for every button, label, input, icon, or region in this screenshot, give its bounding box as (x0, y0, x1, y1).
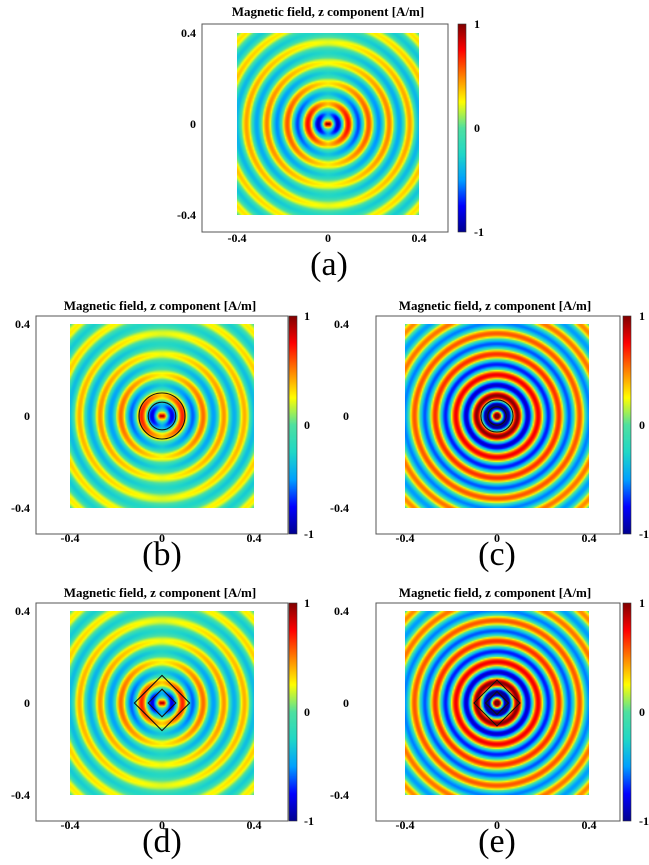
y-tick-label: 0.4 (334, 317, 349, 331)
colorbar-tick-label: 0 (304, 418, 310, 432)
field-panel-a: Magnetic field, z component [A/m] -0.4 0 0.… (0, 0, 649, 290)
x-tick-label: 0 (159, 818, 165, 832)
caption-a: (a) (310, 246, 348, 283)
colorbar-tick-label: 0 (639, 705, 645, 719)
y-tick-label: 0 (190, 117, 196, 131)
scatterer-diamond-1 (484, 690, 510, 716)
field-panel-b: Magnetic field, z component [A/m] -0.4 0 0.… (0, 298, 320, 578)
colorbar-frame (622, 602, 632, 822)
field-panel-d: Magnetic field, z component [A/m] -0.4 0 0.… (0, 585, 320, 865)
field-panel-e: Magnetic field, z component [A/m] -0.4 0 0.… (325, 585, 649, 865)
colorbar-tick-label: 1 (639, 596, 645, 610)
x-tick-label: -0.4 (396, 531, 415, 545)
field-heatmap (405, 611, 589, 795)
colorbar-frame (288, 315, 298, 535)
scatterer-diamond-2 (133, 674, 191, 732)
colorbar-tick-label: -1 (304, 814, 314, 828)
x-tick-label: 0.4 (582, 531, 597, 545)
colorbar (623, 603, 631, 821)
y-tick-label: 0.4 (15, 317, 30, 331)
y-tick-label: 0.4 (15, 604, 30, 618)
x-tick-label: -0.4 (228, 231, 247, 245)
x-tick-label: 0 (494, 531, 500, 545)
y-tick-label: 0.4 (181, 26, 196, 40)
chart-title: Magnetic field, z component [A/m] (232, 4, 424, 19)
chart-title: Magnetic field, z component [A/m] (64, 298, 256, 313)
y-tick-label: -0.4 (11, 501, 30, 515)
y-tick-label: 0 (343, 696, 349, 710)
colorbar (623, 316, 631, 534)
colorbar (289, 316, 297, 534)
x-tick-label: 0 (494, 818, 500, 832)
x-tick-label: 0.4 (247, 818, 262, 832)
y-tick-label: 0 (343, 409, 349, 423)
field-plot-b: Magnetic field, z component [A/m] -0.4 0 0.… (11, 298, 314, 545)
colorbar-tick-label: 1 (639, 309, 645, 323)
field-heatmap (237, 33, 419, 215)
caption-b: (b) (142, 536, 182, 573)
chart-title: Magnetic field, z component [A/m] (399, 298, 591, 313)
colorbar-frame (288, 602, 298, 822)
colorbar-tick-label: 1 (304, 309, 310, 323)
colorbar-tick-label: -1 (639, 527, 649, 541)
colorbar (458, 24, 466, 232)
x-tick-label: -0.4 (61, 531, 80, 545)
field-panel-c: Magnetic field, z component [A/m] -0.4 0 0.… (325, 298, 649, 578)
y-tick-label: -0.4 (177, 208, 196, 222)
scatterer-circle-2 (480, 399, 514, 433)
colorbar (289, 603, 297, 821)
colorbar-frame (457, 23, 467, 233)
chart-title: Magnetic field, z component [A/m] (399, 585, 591, 600)
colorbar-tick-label: -1 (639, 814, 649, 828)
colorbar-tick-label: 0 (474, 121, 480, 135)
field-heatmap (405, 324, 589, 508)
scatterer-diamond-2 (473, 679, 521, 727)
field-plot-d: Magnetic field, z component [A/m] -0.4 0 0.… (11, 585, 314, 832)
y-tick-label: 0.4 (334, 604, 349, 618)
scatterer-circle-2 (138, 392, 186, 440)
x-tick-label: 0 (159, 531, 165, 545)
colorbar-frame (622, 315, 632, 535)
colorbar-tick-label: 0 (304, 705, 310, 719)
x-tick-label: 0.4 (412, 231, 427, 245)
colorbar-tick-label: 1 (304, 596, 310, 610)
x-tick-label: 0.4 (247, 531, 262, 545)
colorbar-tick-label: 0 (639, 418, 645, 432)
scatterer-circle-1 (147, 401, 177, 431)
colorbar-tick-label: 1 (474, 17, 480, 31)
field-heatmap (70, 324, 254, 508)
field-plot-e: Magnetic field, z component [A/m] -0.4 0 0.… (330, 585, 649, 832)
x-tick-label: 0.4 (582, 818, 597, 832)
y-tick-label: -0.4 (330, 788, 349, 802)
field-heatmap (70, 611, 254, 795)
caption-d: (d) (142, 823, 182, 860)
field-plot-c: Magnetic field, z component [A/m] -0.4 0 0.… (330, 298, 649, 545)
colorbar-tick-label: -1 (474, 225, 484, 239)
x-tick-label: -0.4 (61, 818, 80, 832)
y-tick-label: -0.4 (330, 501, 349, 515)
chart-title: Magnetic field, z component [A/m] (64, 585, 256, 600)
scatterer-circle-1 (487, 406, 507, 426)
y-tick-label: 0 (24, 409, 30, 423)
y-tick-label: -0.4 (11, 788, 30, 802)
x-tick-label: 0 (325, 231, 331, 245)
colorbar-tick-label: -1 (304, 527, 314, 541)
field-plot-a: Magnetic field, z component [A/m] -0.4 0 0.… (177, 4, 484, 245)
caption-e: (e) (478, 823, 516, 860)
caption-c: (c) (478, 536, 516, 573)
scatterer-diamond-1 (147, 688, 177, 718)
y-tick-label: 0 (24, 696, 30, 710)
x-tick-label: -0.4 (396, 818, 415, 832)
